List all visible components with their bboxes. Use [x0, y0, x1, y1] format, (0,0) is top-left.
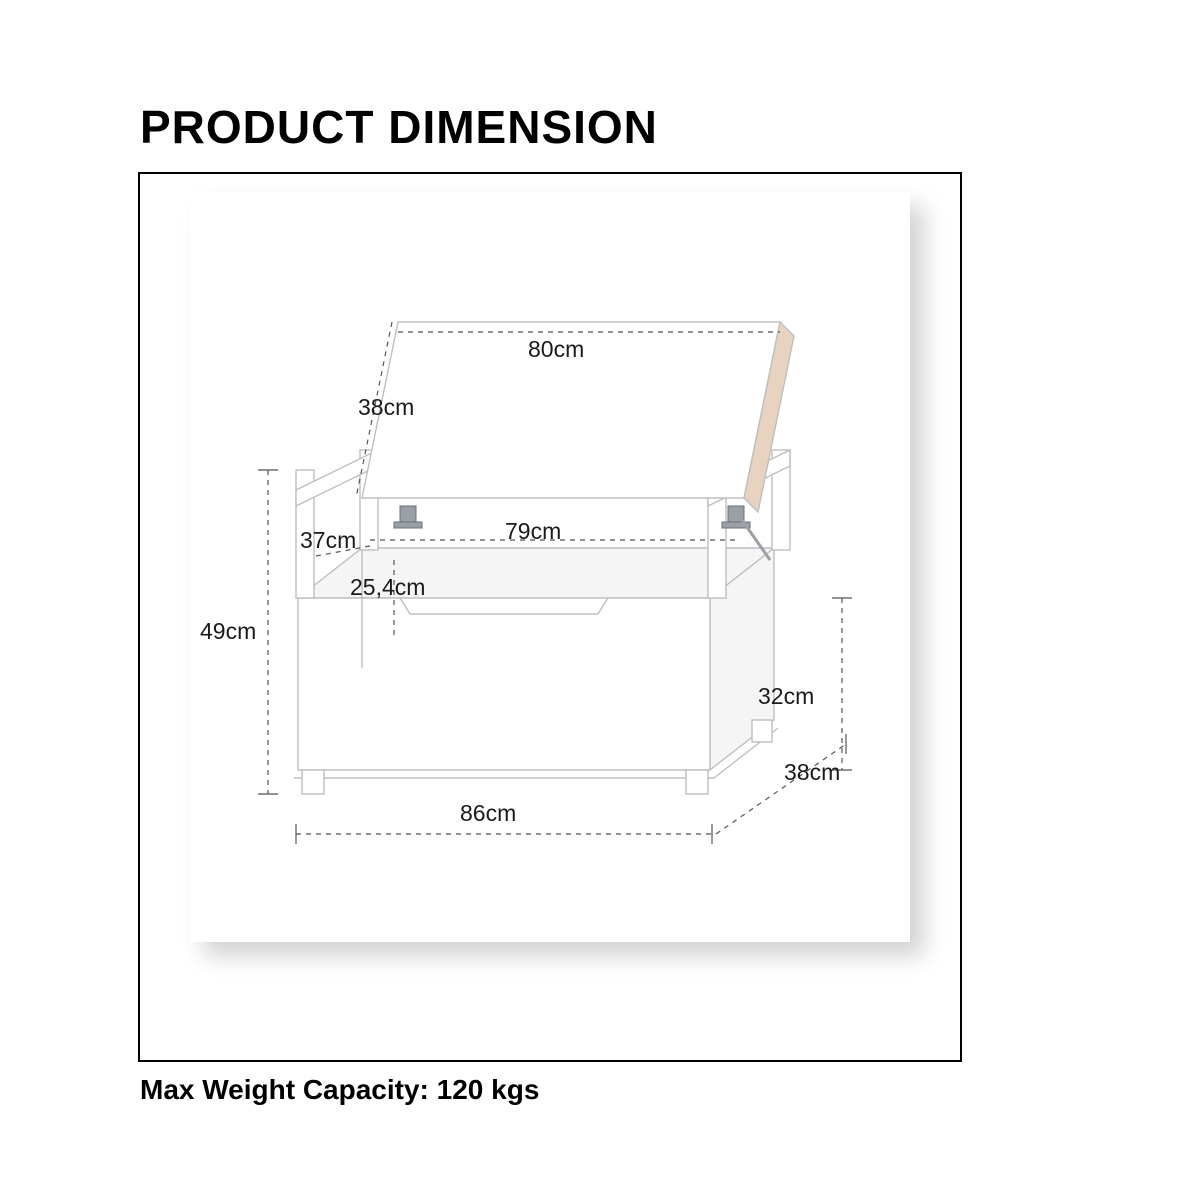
dim-inner-width: 79cm: [505, 518, 561, 545]
dim-box-height: 32cm: [758, 683, 814, 710]
dim-lid-width: 80cm: [528, 336, 584, 363]
dim-base-width: 86cm: [460, 800, 516, 827]
dim-inner-depth: 37cm: [300, 527, 356, 554]
dim-base-depth: 38cm: [784, 759, 840, 786]
dim-seat-height: 49cm: [200, 618, 256, 645]
dim-inner-height: 25,4cm: [350, 574, 425, 601]
max-weight-caption: Max Weight Capacity: 120 kgs: [140, 1074, 539, 1106]
product-dimension-page: PRODUCT DIMENSION 80cm 38cm 79cm 37cm 25…: [0, 0, 1200, 1200]
bench-diagram: [0, 0, 1200, 1200]
dim-lid-height: 38cm: [358, 394, 414, 421]
